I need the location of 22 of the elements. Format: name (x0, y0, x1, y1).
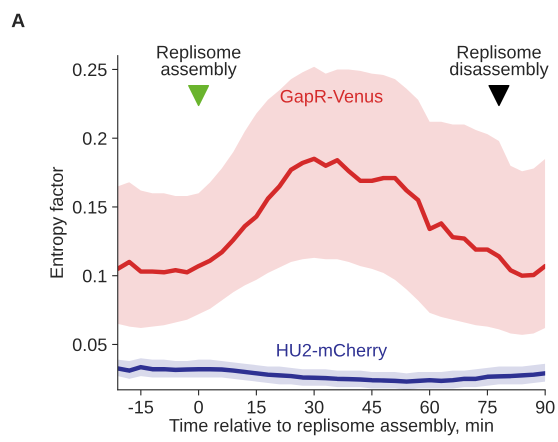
text: A (12, 14, 25, 28)
x-tick-label: 15 (248, 400, 266, 414)
y-tick-label: 0.2 (82, 132, 106, 145)
x-tick-label: 30 (304, 400, 324, 414)
y-tick-label: 0.15 (72, 200, 107, 214)
line-series (118, 156, 546, 278)
x-tick-label: 60 (420, 400, 439, 414)
x-axis-title: Time relative to replisome assembly, min (169, 418, 493, 436)
y-tick-label: 0.25 (72, 63, 107, 76)
line-series (118, 364, 546, 384)
annotation: Replisome assembly (157, 45, 240, 79)
x-tick-label: 75 (478, 400, 497, 414)
x-tick-label: 90 (536, 400, 554, 414)
x-tick-label: 45 (362, 400, 382, 414)
x-tick-label: 0 (194, 400, 203, 414)
y-tick-label: 0.1 (82, 270, 106, 282)
series-label: HU2-mCherry (277, 343, 388, 360)
y-axis-title: Entropy factor (50, 166, 67, 278)
y-tick-label: 0.05 (72, 338, 107, 352)
text: GapR-Venus (280, 90, 382, 106)
x-tick-label: -15 (128, 400, 154, 414)
annotation: Replisome disassembly (450, 45, 549, 79)
